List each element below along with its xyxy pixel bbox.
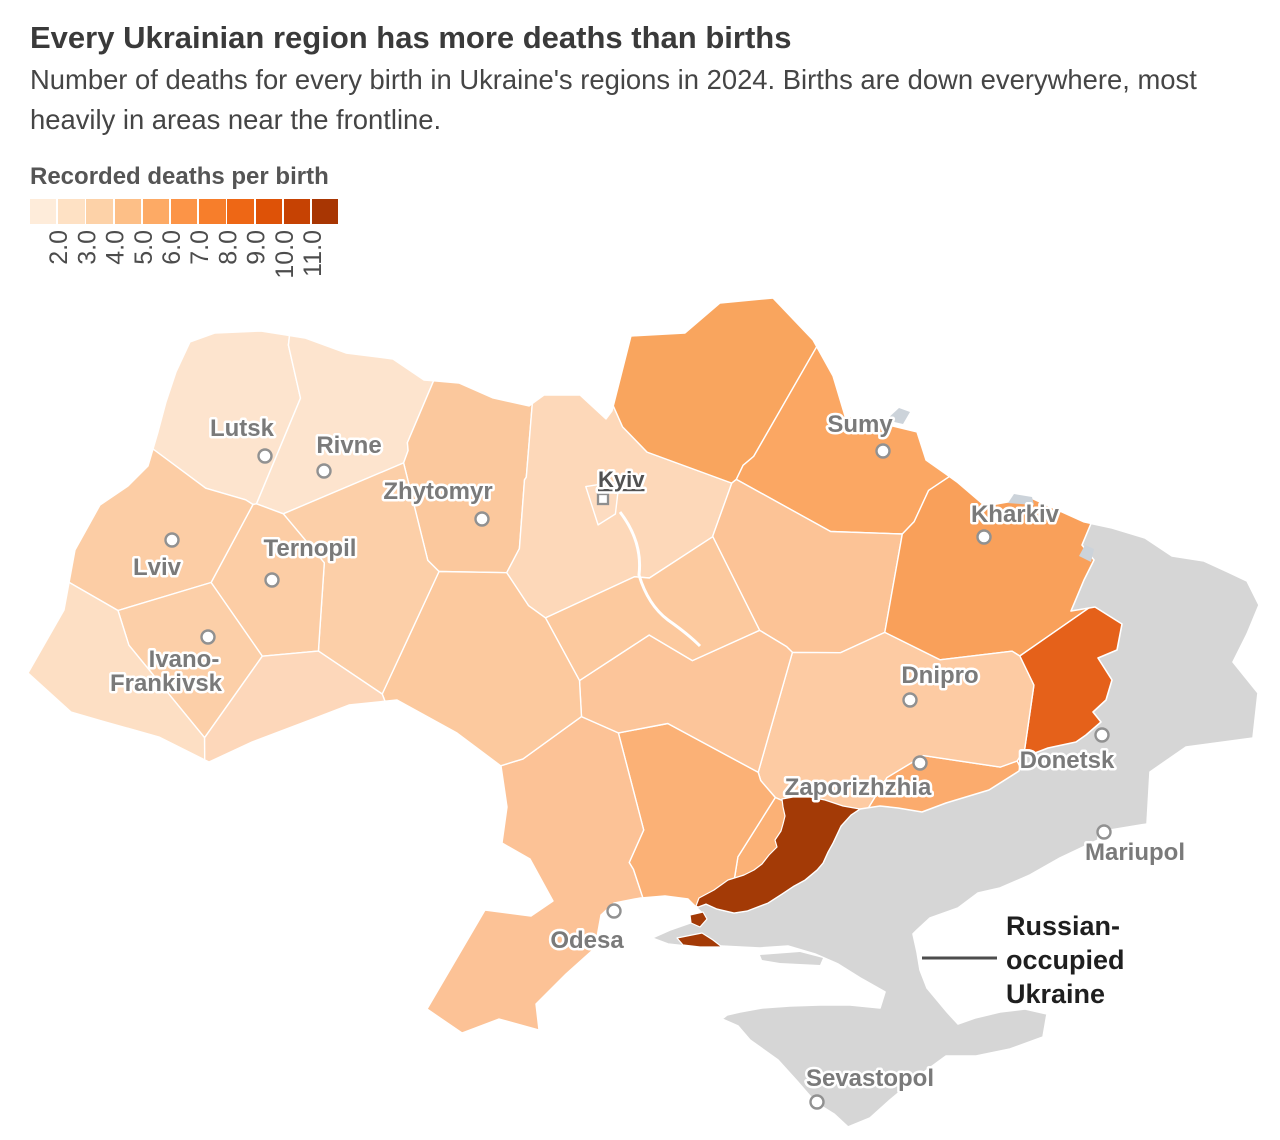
- svg-text:9.0: 9.0: [243, 230, 271, 265]
- svg-text:5.0: 5.0: [130, 230, 158, 265]
- svg-text:Russian-: Russian-: [1006, 911, 1120, 941]
- svg-text:Frankivsk: Frankivsk: [110, 670, 223, 697]
- svg-text:Dnipro: Dnipro: [901, 662, 978, 689]
- svg-text:7.0: 7.0: [186, 230, 214, 265]
- svg-text:2.0: 2.0: [45, 230, 73, 265]
- svg-text:Sumy: Sumy: [827, 411, 893, 438]
- svg-text:Ivano-: Ivano-: [149, 646, 220, 673]
- svg-text:Lviv: Lviv: [133, 554, 182, 581]
- svg-text:Ukraine: Ukraine: [1006, 979, 1105, 1009]
- svg-text:11.0: 11.0: [299, 230, 327, 277]
- svg-text:4.0: 4.0: [102, 230, 130, 265]
- svg-text:10.0: 10.0: [271, 230, 299, 279]
- svg-text:Odesa: Odesa: [550, 927, 624, 954]
- svg-text:6.0: 6.0: [158, 230, 186, 265]
- svg-text:Donetsk: Donetsk: [1020, 747, 1115, 774]
- svg-text:Mariupol: Mariupol: [1085, 839, 1185, 866]
- svg-text:3.0: 3.0: [73, 230, 101, 265]
- svg-text:Lutsk: Lutsk: [210, 415, 275, 442]
- svg-text:Ternopil: Ternopil: [264, 535, 357, 562]
- svg-text:Sevastopol: Sevastopol: [806, 1065, 934, 1092]
- svg-text:Kharkiv: Kharkiv: [971, 501, 1060, 528]
- svg-text:occupied: occupied: [1006, 945, 1125, 975]
- svg-text:Rivne: Rivne: [316, 432, 381, 459]
- svg-text:Kyiv: Kyiv: [598, 467, 645, 492]
- svg-text:8.0: 8.0: [214, 230, 242, 265]
- svg-text:Zaporizhzhia: Zaporizhzhia: [785, 774, 932, 801]
- svg-text:Zhytomyr: Zhytomyr: [383, 478, 492, 505]
